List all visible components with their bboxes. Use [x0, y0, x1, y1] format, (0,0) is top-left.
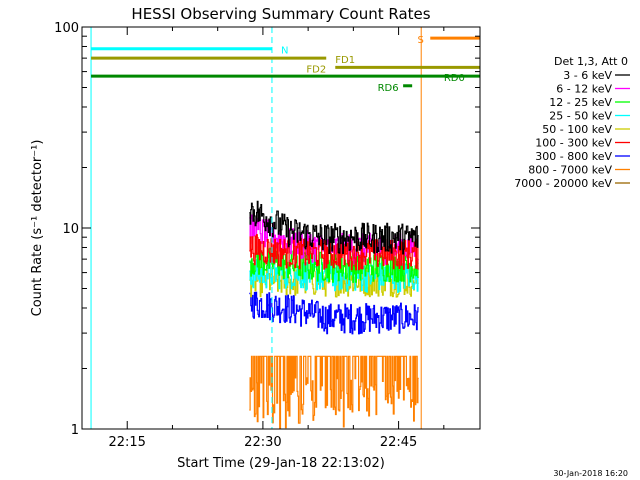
y-tick-label: 10	[62, 222, 79, 237]
legend-label: 7000 - 20000 keV	[514, 177, 612, 190]
legend-label: 25 - 50 keV	[549, 110, 612, 123]
date-stamp: 30-Jan-2018 16:20	[553, 469, 628, 478]
flag-label-n: N	[281, 46, 288, 57]
x-axis-label: Start Time (29-Jan-18 22:13:02)	[177, 456, 385, 471]
legend-label: 100 - 300 keV	[535, 137, 612, 150]
chart-title: HESSI Observing Summary Count Rates	[131, 5, 430, 23]
x-tick-label: 22:30	[244, 435, 281, 450]
legend-header: Det 1,3, Att 0	[554, 55, 628, 68]
series-trace-6	[249, 291, 419, 335]
axes: 1 10 100 22:15 22:30 22:45	[54, 21, 480, 450]
series-trace-0	[249, 200, 419, 255]
flag-label-fd2: FD2	[306, 64, 326, 75]
legend-label: 6 - 12 keV	[556, 83, 612, 96]
flag-label-rd0: RD0	[444, 73, 465, 84]
y-tick-label: 1	[71, 423, 79, 438]
x-tick-label: 22:15	[108, 435, 145, 450]
series-trace-5	[249, 234, 419, 271]
flag-label-fd1: FD1	[335, 55, 355, 66]
flag-bars: N S FD1 FD2 RD0 RD6	[91, 35, 480, 94]
vertical-markers	[90, 27, 422, 429]
legend-label: 50 - 100 keV	[542, 123, 612, 136]
legend-label: 800 - 7000 keV	[528, 164, 612, 177]
series-trace-2	[249, 246, 419, 283]
y-tick-label: 100	[54, 21, 79, 36]
data-layer	[249, 200, 419, 430]
legend-label: 300 - 800 keV	[535, 150, 612, 163]
x-tick-label: 22:45	[380, 435, 417, 450]
legend-label: 3 - 6 keV	[563, 69, 612, 82]
y-axis-label: Count Rate (s⁻¹ detector⁻¹)	[30, 140, 45, 317]
flag-label-s: S	[418, 35, 424, 46]
legend-label: 12 - 25 keV	[549, 96, 612, 109]
flag-label-rd6: RD6	[378, 83, 399, 94]
series-trace-7	[249, 355, 419, 430]
